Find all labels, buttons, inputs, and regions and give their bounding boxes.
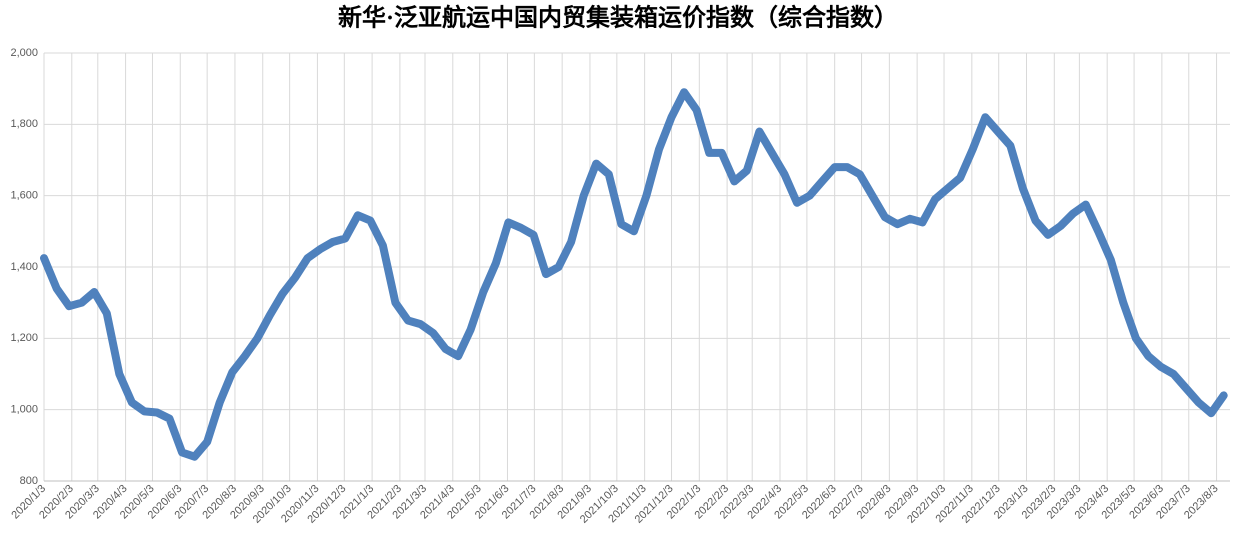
- y-tick-label: 1,400: [10, 261, 38, 273]
- line: [40, 88, 1228, 461]
- y-tick-label: 2,000: [10, 47, 38, 59]
- chart-title: 新华·泛亚航运中国内贸集装箱运价指数（综合指数）: [338, 4, 898, 32]
- y-tick-label: 1,800: [10, 118, 38, 130]
- y-tick-label: 1,200: [10, 332, 38, 344]
- y-tick-label: 1,000: [10, 404, 38, 416]
- y-tick-label: 800: [20, 475, 38, 487]
- y-tick-label: 1,600: [10, 190, 38, 202]
